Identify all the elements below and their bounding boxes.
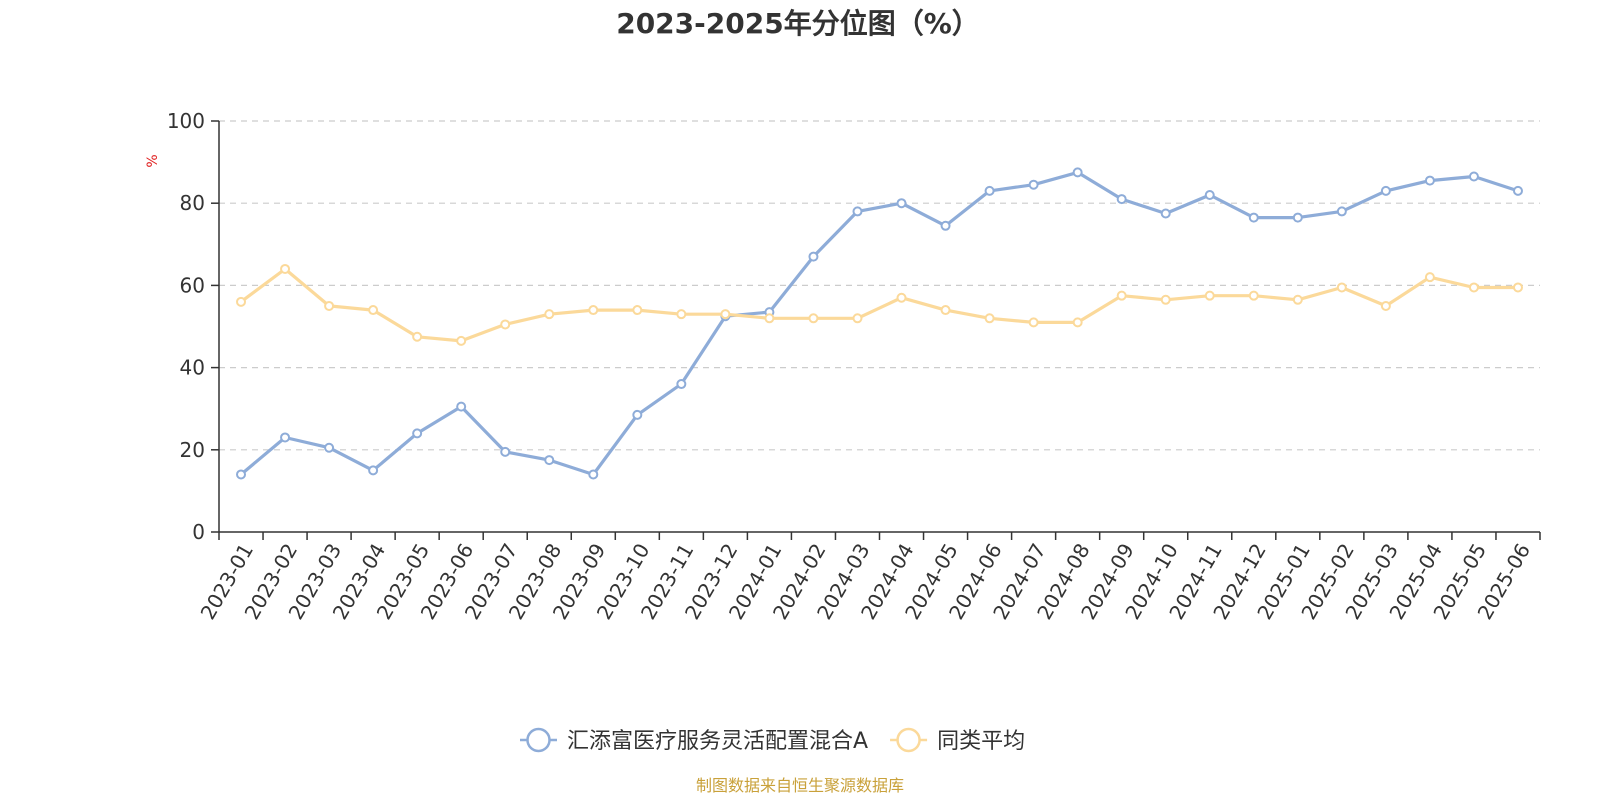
- y-tick-label: 20: [180, 438, 205, 462]
- data-point-series-1: [808, 251, 819, 262]
- data-point-series-1: [1028, 179, 1039, 190]
- data-point-series-1: [1468, 171, 1479, 182]
- legend: 汇添富医疗服务灵活配置混合A 同类平均: [520, 727, 1025, 754]
- data-point-series-1: [236, 469, 247, 480]
- data-point-series-2: [676, 309, 687, 320]
- data-point-series-2: [1204, 290, 1215, 301]
- data-point-series-1: [1248, 212, 1259, 223]
- data-point-series-2: [764, 313, 775, 324]
- data-point-series-2: [1072, 317, 1083, 328]
- data-point-series-1: [1292, 212, 1303, 223]
- data-point-series-2: [412, 331, 423, 342]
- data-point-series-1: [896, 198, 907, 209]
- data-point-series-2: [984, 313, 995, 324]
- data-point-series-2: [720, 309, 731, 320]
- data-point-series-2: [1248, 290, 1259, 301]
- data-point-series-1: [632, 409, 643, 420]
- data-point-series-1: [412, 428, 423, 439]
- data-point-series-1: [852, 206, 863, 217]
- legend-marker-circle: [896, 727, 921, 753]
- data-point-series-1: [368, 465, 379, 476]
- data-point-series-2: [324, 300, 335, 311]
- series-lines: [236, 167, 1523, 480]
- y-tick-label: 60: [180, 273, 205, 297]
- data-point-series-1: [1424, 175, 1435, 186]
- series-line-1: [239, 170, 1520, 477]
- data-point-series-2: [1292, 294, 1303, 305]
- data-point-series-1: [1336, 206, 1347, 217]
- data-point-series-2: [588, 305, 599, 316]
- y-tick-label: 80: [180, 191, 205, 215]
- data-source-note: 制图数据来自恒生聚源数据库: [696, 776, 904, 795]
- axes: 0204060801002023-012023-022023-032023-04…: [167, 109, 1541, 624]
- data-point-series-2: [940, 305, 951, 316]
- data-point-series-2: [808, 313, 819, 324]
- y-tick-label: 0: [192, 520, 205, 544]
- data-point-series-1: [1512, 185, 1523, 196]
- data-point-series-2: [368, 305, 379, 316]
- data-point-series-2: [236, 296, 247, 307]
- y-tick-label: 40: [180, 356, 205, 380]
- data-point-series-1: [1160, 208, 1171, 219]
- data-point-series-1: [1116, 194, 1127, 205]
- legend-label: 同类平均: [937, 729, 1025, 754]
- data-point-series-2: [896, 292, 907, 303]
- data-point-series-2: [1336, 282, 1347, 293]
- data-point-series-1: [940, 220, 951, 231]
- data-point-series-2: [1116, 290, 1127, 301]
- data-point-series-2: [852, 313, 863, 324]
- data-point-series-1: [456, 401, 467, 412]
- data-point-series-2: [456, 335, 467, 346]
- data-point-series-2: [1468, 282, 1479, 293]
- series-line-2: [239, 267, 1520, 343]
- data-point-series-2: [1512, 282, 1523, 293]
- data-point-series-2: [280, 263, 291, 274]
- data-point-series-1: [676, 379, 687, 390]
- legend-marker-circle: [526, 727, 551, 753]
- data-point-series-2: [1160, 294, 1171, 305]
- data-point-series-2: [1380, 300, 1391, 311]
- data-point-series-2: [632, 305, 643, 316]
- data-point-series-1: [1204, 189, 1215, 200]
- chart-title: 2023-2025年分位图（%）: [616, 7, 980, 40]
- data-point-series-1: [500, 446, 511, 457]
- data-point-series-1: [1380, 185, 1391, 196]
- data-point-series-1: [1072, 167, 1083, 178]
- grid-lines: [219, 120, 1540, 451]
- y-axis-unit-label: %: [145, 154, 161, 167]
- legend-label: 汇添富医疗服务灵活配置混合A: [567, 729, 868, 754]
- data-point-series-2: [1028, 317, 1039, 328]
- data-point-series-2: [500, 319, 511, 330]
- data-point-series-1: [984, 185, 995, 196]
- data-point-series-2: [1424, 272, 1435, 283]
- data-point-series-2: [544, 309, 555, 320]
- data-point-series-1: [280, 432, 291, 443]
- data-point-series-1: [324, 442, 335, 453]
- data-point-series-1: [544, 455, 555, 466]
- y-tick-label: 100: [167, 109, 205, 133]
- data-point-series-1: [588, 469, 599, 480]
